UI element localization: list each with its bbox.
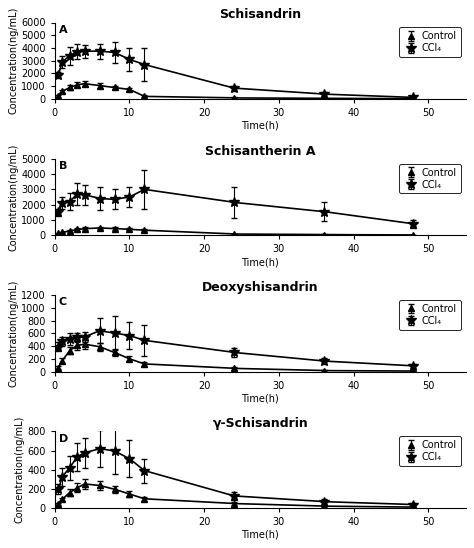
Legend: Control, CCl₄: Control, CCl₄ (400, 436, 461, 466)
Legend: Control, CCl₄: Control, CCl₄ (400, 300, 461, 330)
Text: C: C (59, 298, 67, 307)
Text: A: A (59, 25, 67, 35)
Text: D: D (59, 433, 68, 444)
Y-axis label: Concentration(ng/mL): Concentration(ng/mL) (9, 144, 18, 251)
X-axis label: Time(h): Time(h) (241, 530, 279, 540)
Y-axis label: Concentration(ng/mL): Concentration(ng/mL) (9, 7, 18, 115)
X-axis label: Time(h): Time(h) (241, 121, 279, 131)
Y-axis label: Concentration(ng/mL): Concentration(ng/mL) (15, 416, 25, 523)
Title: γ-Schisandrin: γ-Schisandrin (212, 417, 308, 430)
Text: B: B (59, 161, 67, 171)
Title: Schisandrin: Schisandrin (219, 8, 301, 21)
X-axis label: Time(h): Time(h) (241, 393, 279, 403)
Title: Schisantherin A: Schisantherin A (205, 145, 316, 158)
Legend: Control, CCl₄: Control, CCl₄ (400, 164, 461, 193)
Title: Deoxyshisandrin: Deoxyshisandrin (202, 281, 319, 294)
Legend: Control, CCl₄: Control, CCl₄ (400, 27, 461, 57)
X-axis label: Time(h): Time(h) (241, 257, 279, 267)
Y-axis label: Concentration(ng/mL): Concentration(ng/mL) (9, 279, 18, 387)
